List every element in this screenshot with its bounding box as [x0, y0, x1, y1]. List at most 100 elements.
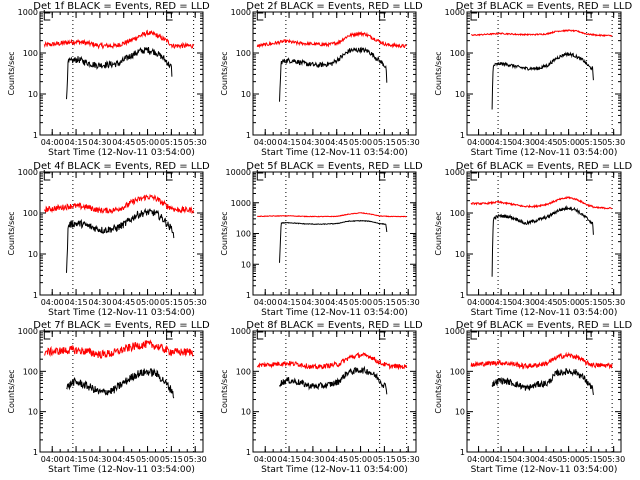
y-tick-label: 1000	[445, 168, 465, 177]
panel-title: Det 4f BLACK = Events, RED = LLD	[33, 161, 210, 172]
x-tick-label: 04:30	[512, 138, 535, 147]
x-axis-label: Start Time (12-Nov-11 03:54:00)	[261, 465, 408, 475]
y-tick-label: 100	[236, 367, 251, 376]
y-axis-label: Counts/sec	[220, 51, 229, 95]
y-tick-label: 100	[450, 367, 465, 376]
x-tick-label: 04:15	[490, 455, 513, 464]
x-tick-label: 04:15	[278, 138, 301, 147]
y-tick-label: 10	[455, 90, 465, 99]
x-axis-label: Start Time (12-Nov-11 03:54:00)	[471, 148, 618, 158]
x-tick-label: 05:00	[136, 298, 159, 307]
x-axis-label: Start Time (12-Nov-11 03:54:00)	[261, 148, 408, 158]
y-tick-label: 100	[23, 209, 38, 218]
y-tick-label: 1	[246, 131, 251, 140]
panel-title: Det 6f BLACK = Events, RED = LLD	[456, 161, 633, 172]
x-tick-label: 05:00	[136, 138, 159, 147]
x-tick-label: 04:00	[467, 138, 490, 147]
x-tick-label: 04:00	[254, 138, 277, 147]
y-tick-label: 100	[450, 209, 465, 218]
x-tick-label: 04:00	[254, 455, 277, 464]
y-tick-label: 1000	[231, 8, 251, 17]
y-tick-label: 100	[450, 49, 465, 58]
plot-frame	[252, 330, 417, 453]
panel-6: Det 6f BLACK = Events, RED = LLD 1 10 100 10…	[434, 161, 632, 318]
x-tick-label: 04:15	[65, 138, 88, 147]
x-tick-label: 04:00	[254, 298, 277, 307]
x-tick-label: 05:30	[397, 298, 420, 307]
x-tick-label: 05:15	[580, 298, 603, 307]
e-marker	[379, 170, 386, 181]
x-tick-label: 05:00	[349, 298, 372, 307]
x-axis-label: Start Time (12-Nov-11 03:54:00)	[48, 308, 195, 318]
x-tick-label: 05:15	[373, 298, 396, 307]
x-axis-label: Start Time (12-Nov-11 03:54:00)	[261, 308, 408, 318]
y-axis-label: Counts/sec	[7, 211, 16, 255]
y-axis-label: Counts/sec	[7, 369, 16, 413]
x-tick-label: 05:15	[160, 138, 183, 147]
x-axis-label: Start Time (12-Nov-11 03:54:00)	[471, 308, 618, 318]
x-tick-label: 04:15	[278, 455, 301, 464]
y-tick-label: 10	[28, 90, 38, 99]
y-tick-label: 1000	[231, 199, 251, 208]
x-tick-label: 05:15	[373, 138, 396, 147]
y-tick-label: 10	[241, 260, 251, 269]
e-marker	[256, 170, 264, 181]
plot-frame	[39, 11, 204, 136]
x-tick-label: 04:30	[88, 455, 111, 464]
series-lld	[256, 351, 407, 371]
series-events	[491, 51, 594, 110]
x-tick-label: 05:30	[602, 138, 625, 147]
x-tick-label: 05:15	[580, 455, 603, 464]
panel-title: Det 1f BLACK = Events, RED = LLD	[33, 1, 210, 12]
y-tick-label: 1	[33, 448, 38, 457]
e-marker	[166, 329, 173, 340]
y-tick-label: 100	[23, 49, 38, 58]
series-lld	[44, 339, 194, 359]
panel-title: Det 3f BLACK = Events, RED = LLD	[456, 1, 633, 12]
y-tick-label: 1	[33, 291, 38, 300]
y-tick-label: 100	[23, 367, 38, 376]
x-tick-label: 05:00	[557, 298, 580, 307]
series-lld	[43, 29, 194, 50]
panel-9: Det 9f BLACK = Events, RED = LLD 1 10 100 10…	[434, 320, 632, 475]
series-events	[66, 46, 173, 100]
x-tick-label: 04:45	[112, 138, 135, 147]
series-events	[66, 207, 175, 273]
panel-title: Det 9f BLACK = Events, RED = LLD	[456, 320, 633, 331]
x-tick-label: 04:30	[88, 298, 111, 307]
panel-8: Det 8f BLACK = Events, RED = LLD 1 10 100 10…	[220, 320, 423, 475]
plot-frame	[466, 11, 622, 136]
x-tick-label: 05:00	[349, 138, 372, 147]
y-tick-label: 10	[241, 408, 251, 417]
series-lld	[43, 193, 194, 215]
plot-frame	[252, 11, 417, 136]
x-tick-label: 04:00	[467, 455, 490, 464]
y-tick-label: 10	[455, 250, 465, 259]
series-lld	[256, 212, 407, 218]
x-tick-label: 04:30	[301, 455, 324, 464]
y-axis-label: Counts/sec	[434, 51, 443, 95]
panel-title: Det 7f BLACK = Events, RED = LLD	[33, 320, 210, 331]
x-tick-label: 05:00	[349, 455, 372, 464]
y-tick-label: 10	[241, 90, 251, 99]
x-tick-label: 05:30	[602, 455, 625, 464]
x-tick-label: 04:30	[88, 138, 111, 147]
x-axis-label: Start Time (12-Nov-11 03:54:00)	[48, 465, 195, 475]
e-marker	[43, 10, 51, 21]
series-lld	[471, 29, 613, 38]
e-marker	[166, 10, 173, 21]
x-tick-label: 05:30	[602, 298, 625, 307]
x-tick-label: 04:45	[535, 298, 558, 307]
panel-4: Det 4f BLACK = Events, RED = LLD 1 10 100 10…	[7, 161, 210, 318]
x-tick-label: 04:15	[65, 298, 88, 307]
y-tick-label: 1	[460, 131, 465, 140]
x-tick-label: 04:30	[301, 138, 324, 147]
e-marker	[470, 10, 478, 21]
e-marker	[166, 170, 173, 181]
panel-title: Det 8f BLACK = Events, RED = LLD	[246, 320, 423, 331]
plot-frame	[466, 171, 622, 296]
y-axis-label: Counts/sec	[434, 211, 443, 255]
x-tick-label: 05:15	[373, 455, 396, 464]
series-lld	[256, 31, 407, 49]
